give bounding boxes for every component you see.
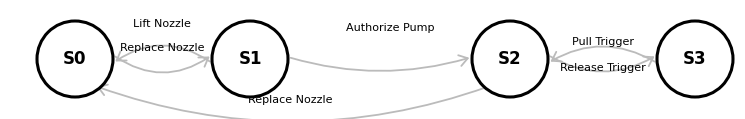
FancyArrowPatch shape bbox=[117, 45, 209, 61]
Text: S3: S3 bbox=[683, 50, 707, 68]
Circle shape bbox=[37, 21, 113, 97]
Circle shape bbox=[472, 21, 548, 97]
FancyArrowPatch shape bbox=[291, 55, 468, 71]
Circle shape bbox=[212, 21, 288, 97]
Circle shape bbox=[657, 21, 733, 97]
Text: S0: S0 bbox=[63, 50, 86, 68]
Text: S2: S2 bbox=[498, 50, 522, 68]
Text: Release Trigger: Release Trigger bbox=[560, 63, 646, 73]
Text: S1: S1 bbox=[238, 50, 261, 68]
FancyArrowPatch shape bbox=[115, 57, 209, 73]
FancyArrowPatch shape bbox=[98, 85, 489, 119]
Text: Pull Trigger: Pull Trigger bbox=[572, 37, 634, 47]
FancyArrowPatch shape bbox=[551, 56, 653, 72]
Text: Replace Nozzle: Replace Nozzle bbox=[248, 95, 332, 105]
FancyArrowPatch shape bbox=[552, 46, 655, 62]
Text: Replace Nozzle: Replace Nozzle bbox=[120, 43, 204, 53]
Text: Lift Nozzle: Lift Nozzle bbox=[133, 19, 191, 29]
Text: Authorize Pump: Authorize Pump bbox=[346, 23, 434, 33]
